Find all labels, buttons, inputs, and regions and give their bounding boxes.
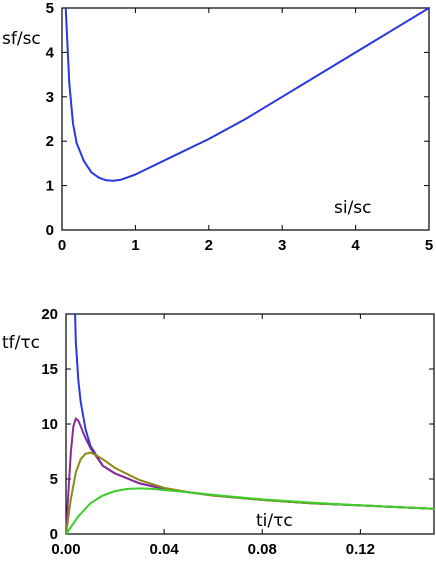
bottom-x-tick-label: 0.00 [51,541,80,558]
top-x-tick-label: 2 [205,237,213,254]
top-series-line-1 [64,7,430,182]
bottom-plot-frame [65,313,435,535]
top-chart: 0 1 2 3 4 5 0 1 2 3 4 5 sf/sc si/sc [2,0,433,254]
bottom-series-line-4 [65,487,435,535]
bottom-x-tick-label: 0.08 [248,541,277,558]
top-x-tick-label: 3 [278,237,286,254]
bottom-y-tick-label: 5 [50,471,58,488]
bottom-x-tick-label: 0.04 [150,541,180,558]
top-y-tick-label: 2 [46,133,54,150]
top-x-tick-label: 5 [425,237,433,254]
bottom-x-tick-label: 0.12 [346,541,375,558]
top-plot-frame [61,7,430,231]
bottom-x-axis-label: ti/τc [256,511,293,531]
top-x-tick-label: 1 [131,237,139,254]
bottom-chart: 0.00 0.04 0.08 0.12 0 5 10 15 20 tf/τc ti/τc [2,306,435,558]
bottom-tick-group: 0.00 0.04 0.08 0.12 0 5 10 15 20 [41,306,434,558]
top-x-axis-label: si/sc [334,198,372,218]
top-x-tick-label: 0 [58,237,66,254]
bottom-y-axis-label: tf/τc [2,333,40,353]
top-tick-group: 0 1 2 3 4 5 0 1 2 3 4 5 [46,0,434,254]
bottom-y-tick-label: 0 [50,526,58,543]
bottom-series-line-3 [65,451,435,535]
top-y-tick-label: 4 [46,44,55,61]
bottom-y-tick-label: 20 [41,306,58,323]
top-series-group [64,7,430,182]
top-y-axis-label: sf/sc [2,29,41,49]
top-y-tick-label: 0 [46,222,54,239]
top-y-tick-label: 1 [46,178,54,195]
bottom-series-line-2 [65,417,435,535]
top-y-tick-label: 3 [46,89,54,106]
top-x-tick-label: 4 [351,237,360,254]
bottom-y-tick-label: 10 [41,416,58,433]
top-y-tick-label: 5 [46,0,54,17]
bottom-series-group [65,313,435,535]
bottom-y-tick-label: 15 [41,361,58,378]
